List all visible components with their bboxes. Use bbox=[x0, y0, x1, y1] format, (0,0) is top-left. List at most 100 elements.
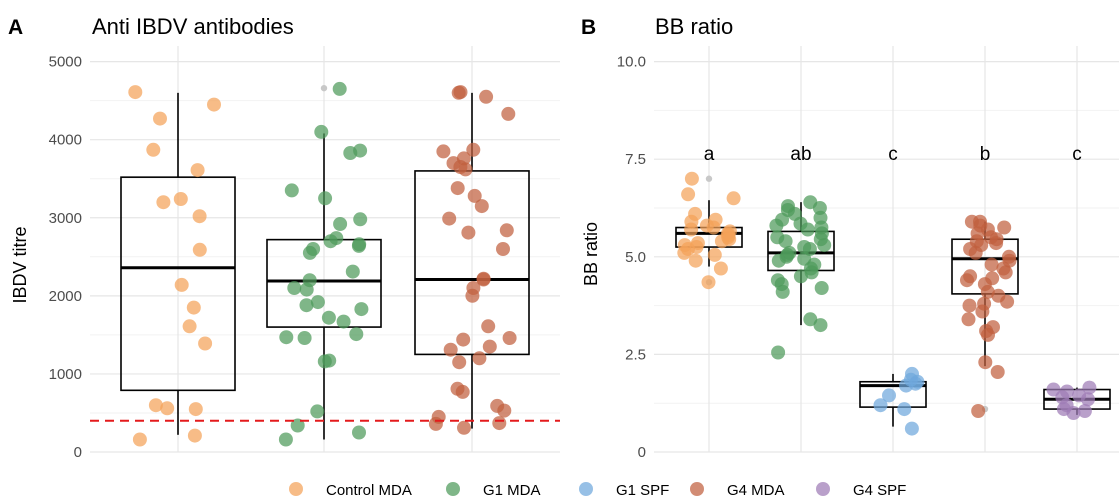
legend-label-g1-spf: G1 SPF bbox=[616, 482, 669, 499]
legend-label-g4-mda: G4 MDA bbox=[727, 482, 785, 499]
point-g1-mda bbox=[302, 245, 317, 260]
point-g1-mda bbox=[771, 253, 786, 268]
point-g4-mda bbox=[497, 403, 512, 418]
point-g1-mda bbox=[310, 295, 325, 310]
panel-a-boxes bbox=[120, 84, 530, 440]
box-control-mda bbox=[120, 176, 236, 392]
point-g4-mda bbox=[443, 342, 458, 357]
point-g1-mda bbox=[336, 314, 351, 329]
point-control-mda bbox=[701, 275, 716, 290]
point-g4-mda bbox=[436, 144, 451, 159]
legend-label-g1-mda: G1 MDA bbox=[483, 482, 541, 499]
y-tick-label: 0 bbox=[74, 444, 82, 461]
y-tick-label: 1000 bbox=[49, 366, 82, 383]
point-g4-mda bbox=[981, 327, 995, 342]
panel-b: B BB ratio 0 2.5 5.0 7.5 10.0 BB ratio a ab c b… bbox=[581, 14, 1119, 461]
significance-letter-g1-spf: c bbox=[888, 144, 898, 165]
legend-label-g4-spf: G4 SPF bbox=[853, 482, 906, 499]
point-g1-mda bbox=[310, 404, 325, 419]
point-g1-mda bbox=[299, 282, 314, 297]
point-g1-mda bbox=[813, 318, 828, 333]
point-g1-spf bbox=[897, 402, 912, 417]
point-g4-mda bbox=[450, 181, 465, 196]
point-control-mda bbox=[726, 191, 741, 206]
point-g4-mda bbox=[482, 339, 497, 354]
point-control-mda bbox=[132, 432, 147, 447]
point-g4-mda bbox=[499, 223, 514, 238]
point-control-mda bbox=[156, 195, 171, 210]
legend-swatch-g4-mda bbox=[690, 482, 704, 496]
point-g4-mda bbox=[998, 265, 1013, 280]
point-g1-mda bbox=[332, 81, 347, 96]
point-g1-mda bbox=[345, 264, 360, 279]
point-g4-mda bbox=[989, 236, 1004, 251]
point-g1-mda bbox=[778, 234, 793, 249]
panel-b-significance-letters: a ab c b c bbox=[704, 144, 1082, 165]
point-g4-mda bbox=[479, 89, 494, 104]
point-g4-mda bbox=[984, 257, 999, 272]
point-g4-mda bbox=[980, 284, 995, 299]
point-g1-mda bbox=[803, 312, 818, 327]
point-control-mda bbox=[190, 163, 205, 178]
point-g4-mda bbox=[961, 312, 976, 327]
y-tick-label: 10.0 bbox=[617, 54, 646, 71]
significance-letter-g4-mda: b bbox=[980, 144, 991, 165]
point-g4-mda bbox=[492, 416, 507, 431]
y-tick-label: 7.5 bbox=[625, 151, 646, 168]
point-g4-mda bbox=[428, 416, 443, 431]
point-g1-mda bbox=[814, 281, 829, 295]
point-control-mda bbox=[706, 220, 721, 235]
point-g4-spf bbox=[1077, 404, 1092, 418]
y-tick-label: 4000 bbox=[49, 132, 82, 149]
point-control-mda bbox=[174, 277, 189, 292]
point-g4-spf bbox=[1082, 380, 1097, 395]
point-g1-spf bbox=[904, 421, 919, 436]
point-g4-spf bbox=[1081, 392, 1095, 407]
point-g1-mda bbox=[278, 432, 293, 447]
point-g1-mda bbox=[352, 425, 366, 440]
legend-swatch-g4-spf bbox=[816, 482, 830, 496]
point-g4-mda bbox=[472, 351, 487, 366]
point-control-mda bbox=[192, 242, 207, 257]
point-g1-mda bbox=[800, 222, 815, 237]
point-g4-mda bbox=[997, 220, 1012, 235]
point-control-mda bbox=[713, 261, 728, 276]
point-g1-mda bbox=[771, 345, 786, 360]
panel-a-y-axis-title: IBDV titre bbox=[10, 226, 30, 303]
point-g1-mda bbox=[318, 191, 333, 206]
point-control-mda bbox=[198, 336, 213, 351]
point-control-mda bbox=[160, 401, 175, 416]
legend: Control MDA G1 MDA G1 SPF G4 MDA G4 SPF bbox=[289, 482, 906, 499]
point-g1-mda bbox=[297, 331, 312, 345]
point-g4-mda bbox=[452, 355, 467, 370]
panel-a: A Anti IBDV antibodies 0 1000 2000 3000 4000… bbox=[8, 14, 560, 461]
y-tick-label: 3000 bbox=[49, 210, 82, 227]
point-control-mda bbox=[192, 209, 207, 224]
point-g1-mda bbox=[343, 146, 358, 160]
panel-b-y-ticks: 0 2.5 5.0 7.5 10.0 bbox=[617, 54, 646, 461]
point-g1-mda bbox=[333, 217, 348, 231]
point-g1-mda bbox=[287, 281, 302, 295]
point-g4-mda bbox=[502, 331, 517, 345]
panel-a-points bbox=[128, 81, 517, 447]
point-g4-spf bbox=[1066, 406, 1081, 420]
point-control-mda bbox=[148, 398, 163, 413]
point-g4-mda bbox=[474, 199, 489, 214]
point-g4-mda bbox=[465, 288, 480, 303]
point-g1-spf bbox=[899, 378, 914, 393]
point-g4-mda bbox=[968, 245, 983, 260]
point-g1-spf bbox=[873, 398, 888, 413]
point-control-mda bbox=[188, 402, 203, 417]
point-g4-mda bbox=[481, 319, 496, 334]
point-g4-mda bbox=[496, 242, 510, 256]
point-g1-mda bbox=[314, 124, 329, 139]
point-control-mda bbox=[677, 245, 692, 260]
point-control-mda bbox=[684, 171, 699, 186]
point-control-mda bbox=[681, 187, 696, 202]
point-control-mda bbox=[207, 97, 221, 112]
point-g4-mda bbox=[456, 332, 471, 347]
point-control-mda bbox=[714, 234, 729, 249]
point-control-mda bbox=[186, 300, 201, 315]
